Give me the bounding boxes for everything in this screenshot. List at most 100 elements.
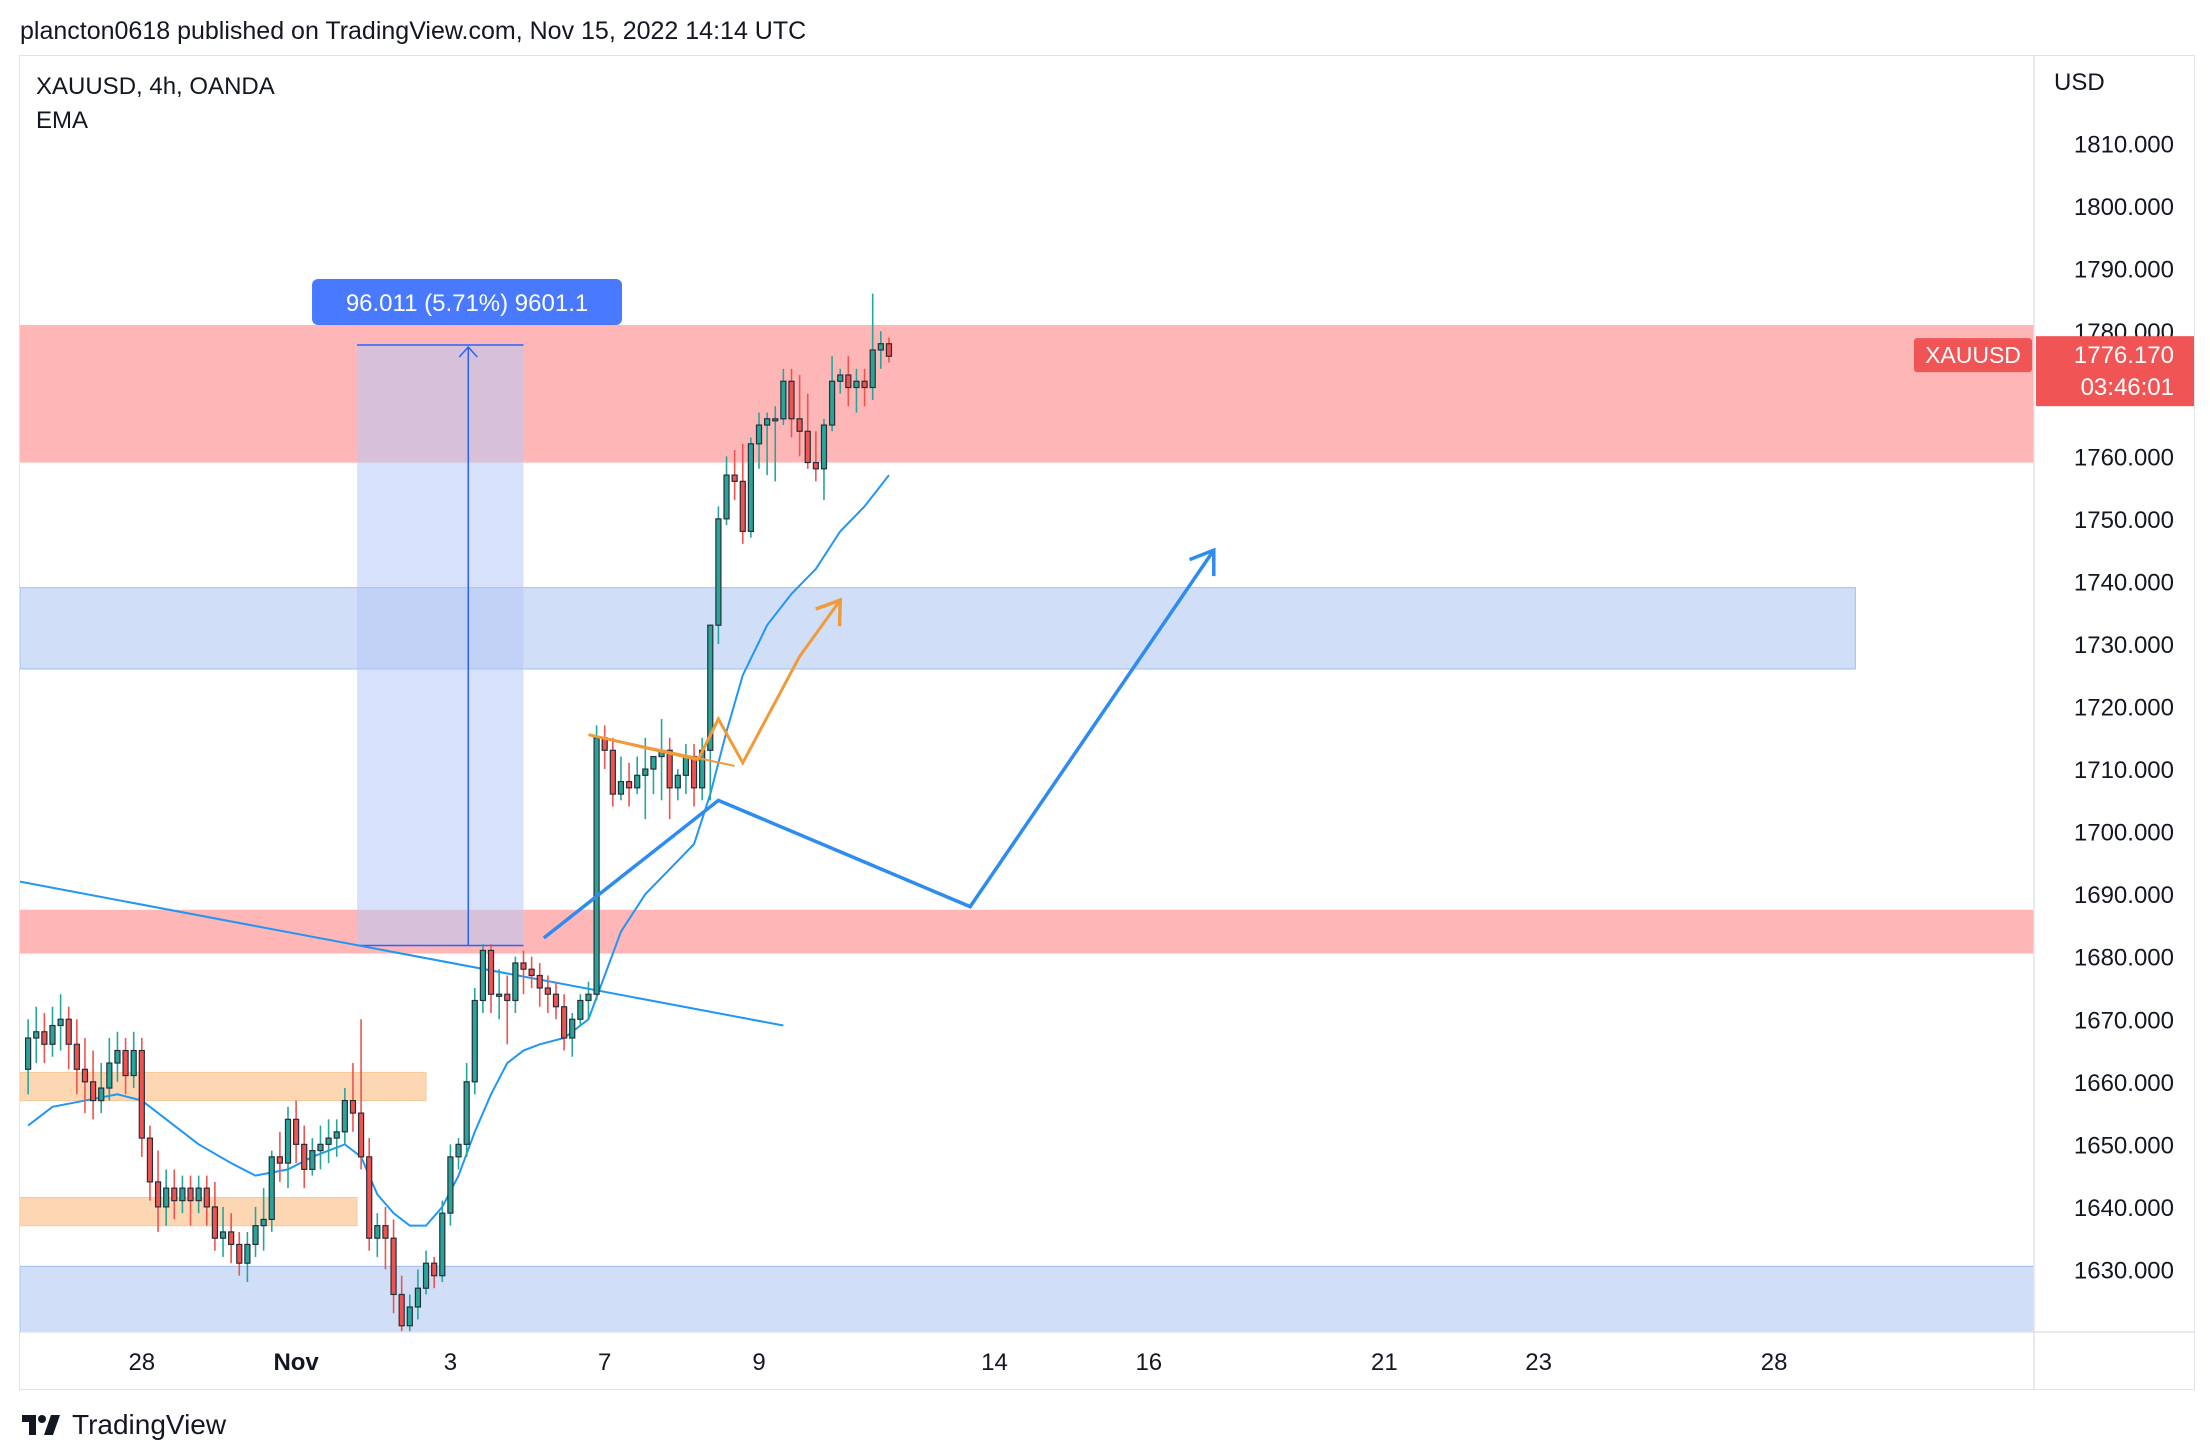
candle-body	[739, 480, 746, 532]
price-tick-label: 1630.000	[2074, 1257, 2174, 1284]
candle-body	[544, 987, 551, 995]
candle	[260, 1188, 267, 1251]
time-tick-label: 21	[1371, 1349, 1398, 1376]
drawings-layer	[20, 880, 784, 1027]
candle	[349, 1063, 357, 1132]
candle-body	[471, 999, 478, 1083]
time-tick-label: 9	[752, 1349, 765, 1376]
candle	[877, 331, 884, 369]
tradingview-brand[interactable]: TradingView	[72, 1409, 227, 1440]
candle-body	[236, 1243, 243, 1264]
candle-body	[609, 749, 616, 795]
candle	[252, 1206, 259, 1257]
time-tick-label: 28	[128, 1349, 155, 1376]
candle	[49, 1006, 56, 1057]
candle-body	[309, 1150, 316, 1170]
candle-body	[463, 1081, 470, 1145]
candle-body	[260, 1218, 267, 1227]
price-tick-label: 1650.000	[2074, 1132, 2174, 1159]
candle	[228, 1213, 235, 1264]
candle	[479, 944, 487, 1013]
candle-body	[398, 1293, 405, 1327]
price-tick-label: 1810.000	[2074, 132, 2174, 159]
candle	[244, 1231, 251, 1282]
candle-body	[122, 1049, 129, 1077]
bar-countdown-label: 03:46:01	[2081, 374, 2174, 401]
candle	[747, 437, 755, 538]
time-tick-label: 28	[1761, 1349, 1788, 1376]
candle-body	[41, 1031, 48, 1045]
symbol-info[interactable]: XAUUSD, 4h, OANDA	[36, 73, 275, 100]
candle	[674, 769, 681, 801]
measure-label-box	[312, 278, 623, 325]
candle-body	[666, 749, 673, 789]
candle-body	[114, 1049, 121, 1064]
price-axis: USD 1630.000 1640.000 1650.000 1660.000 1670.…	[2033, 56, 2194, 1390]
candle-body	[715, 518, 722, 626]
candle	[366, 1138, 373, 1251]
candle	[820, 418, 828, 501]
candle	[869, 293, 876, 401]
candle	[723, 456, 730, 526]
candle-body	[130, 1049, 137, 1077]
candle	[406, 1294, 413, 1332]
candle-body	[528, 968, 535, 977]
candle	[609, 737, 616, 807]
candle-body	[341, 1099, 348, 1133]
candle-body	[828, 380, 836, 426]
candle	[731, 450, 738, 501]
candle	[504, 975, 511, 1045]
candle	[439, 1200, 446, 1282]
candle	[772, 406, 779, 482]
symbol-tag-label: XAUUSD	[1925, 342, 2021, 368]
candle-body	[89, 1081, 97, 1102]
support-zone-1730	[20, 587, 1856, 670]
candle	[317, 1125, 324, 1170]
orange-flag-edge	[588, 733, 735, 767]
measure-range-box	[357, 344, 524, 946]
candle	[89, 1050, 97, 1120]
candle	[455, 1138, 462, 1170]
candle	[447, 1144, 454, 1226]
candle-body	[593, 737, 600, 995]
candle	[219, 1206, 227, 1257]
orange-arrow-head-icon	[815, 597, 843, 627]
chart-frame[interactable]	[19, 55, 2195, 1390]
candle-body	[333, 1131, 340, 1139]
candle	[577, 994, 584, 1026]
candle	[211, 1181, 219, 1251]
support-zone-lower	[20, 1265, 2034, 1332]
price-tick-label: 1730.000	[2074, 632, 2174, 659]
candle	[130, 1031, 137, 1089]
measure-label: 96.011 (5.71%) 9601.1	[346, 290, 588, 317]
price-axis-header-bg	[2036, 56, 2194, 100]
tradingview-logo-icon[interactable]	[20, 1411, 62, 1439]
candle-body	[431, 1262, 438, 1277]
indicator-label[interactable]: EMA	[36, 107, 89, 134]
candle	[496, 969, 503, 1020]
candle-body	[106, 1062, 113, 1089]
candle	[520, 950, 527, 995]
candle-body	[414, 1287, 422, 1308]
candle-body	[650, 755, 657, 770]
candle	[154, 1150, 162, 1232]
candle-body	[406, 1306, 413, 1327]
candle	[625, 762, 633, 807]
demand-zone-1660	[20, 1071, 427, 1102]
price-tick-label: 1750.000	[2074, 507, 2174, 534]
candle-body	[820, 424, 828, 470]
candle-body	[496, 993, 503, 997]
candle-body	[869, 349, 876, 389]
price-axis-currency-label: USD	[2054, 69, 2105, 96]
orange-projection-path	[588, 599, 842, 766]
candle	[106, 1038, 113, 1101]
candle	[357, 1019, 365, 1170]
candle-body	[707, 624, 714, 751]
candle-body	[382, 1225, 389, 1239]
candle-body	[146, 1137, 154, 1183]
candle-body	[244, 1243, 251, 1264]
candle	[682, 744, 690, 795]
candle-body	[796, 418, 803, 432]
blue-projection-path	[542, 549, 1216, 940]
